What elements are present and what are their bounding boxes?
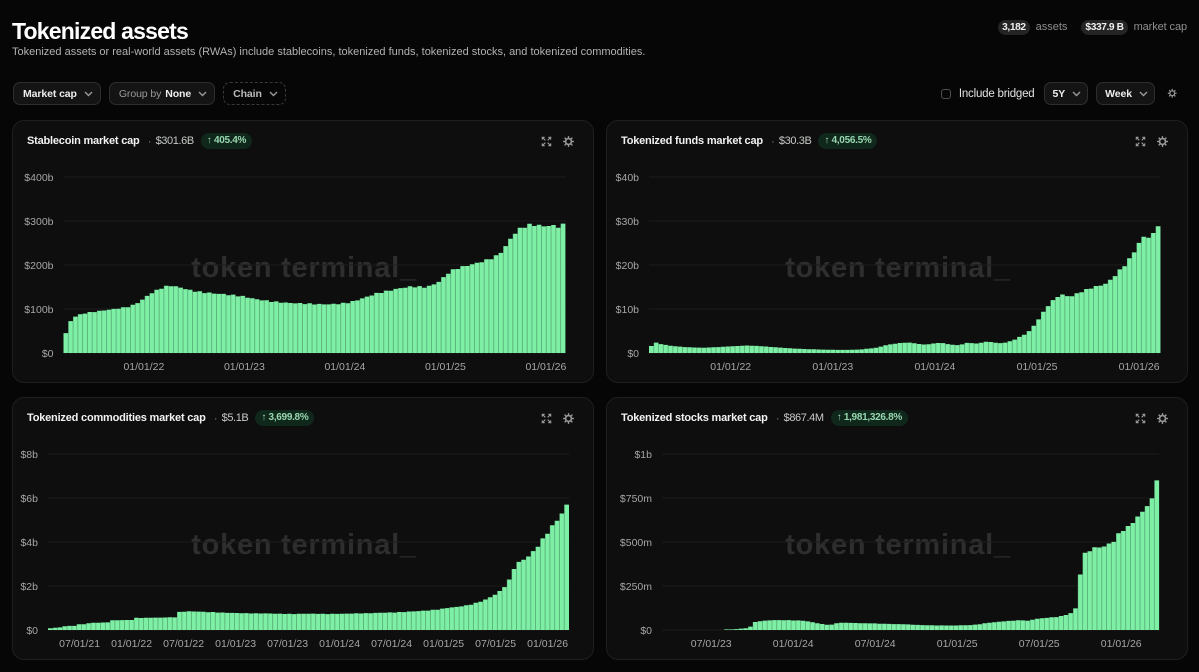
svg-text:$300b: $300b	[24, 216, 53, 228]
svg-text:01/01/26: 01/01/26	[1119, 361, 1160, 373]
svg-text:$250m: $250m	[620, 581, 652, 593]
svg-text:$100b: $100b	[24, 304, 53, 316]
svg-text:token terminal_: token terminal_	[191, 529, 417, 561]
svg-text:token terminal_: token terminal_	[785, 529, 1011, 561]
svg-text:01/01/24: 01/01/24	[319, 638, 360, 650]
svg-text:01/01/25: 01/01/25	[425, 361, 466, 373]
svg-text:$2b: $2b	[20, 581, 38, 593]
svg-text:$4b: $4b	[20, 537, 38, 549]
svg-text:$30b: $30b	[616, 216, 640, 228]
svg-text:$0: $0	[42, 348, 54, 360]
svg-text:01/01/25: 01/01/25	[1017, 361, 1058, 373]
svg-text:$0: $0	[640, 625, 652, 637]
svg-text:$6b: $6b	[20, 493, 38, 505]
svg-text:01/01/23: 01/01/23	[215, 638, 256, 650]
svg-text:01/01/24: 01/01/24	[773, 638, 814, 650]
svg-text:07/01/24: 07/01/24	[371, 638, 412, 650]
svg-text:token terminal_: token terminal_	[785, 252, 1011, 284]
svg-text:07/01/22: 07/01/22	[163, 638, 204, 650]
svg-text:01/01/22: 01/01/22	[123, 361, 164, 373]
svg-text:$8b: $8b	[20, 449, 38, 461]
svg-text:$0: $0	[26, 625, 38, 637]
svg-text:01/01/25: 01/01/25	[423, 638, 464, 650]
svg-text:$10b: $10b	[616, 304, 640, 316]
svg-text:$20b: $20b	[616, 260, 640, 272]
svg-text:01/01/26: 01/01/26	[525, 361, 566, 373]
svg-text:01/01/26: 01/01/26	[527, 638, 568, 650]
svg-text:01/01/25: 01/01/25	[937, 638, 978, 650]
svg-text:$40b: $40b	[616, 172, 640, 184]
svg-text:07/01/25: 07/01/25	[475, 638, 516, 650]
svg-text:$500m: $500m	[620, 537, 652, 549]
svg-text:01/01/23: 01/01/23	[812, 361, 853, 373]
svg-text:$1b: $1b	[634, 449, 652, 461]
svg-text:$750m: $750m	[620, 493, 652, 505]
svg-text:token terminal_: token terminal_	[191, 252, 417, 284]
svg-text:01/01/24: 01/01/24	[914, 361, 955, 373]
svg-text:01/01/23: 01/01/23	[224, 361, 265, 373]
svg-text:07/01/21: 07/01/21	[59, 638, 100, 650]
svg-text:07/01/25: 07/01/25	[1019, 638, 1060, 650]
svg-text:01/01/24: 01/01/24	[324, 361, 365, 373]
svg-text:07/01/23: 07/01/23	[691, 638, 732, 650]
svg-text:01/01/26: 01/01/26	[1101, 638, 1142, 650]
svg-text:07/01/23: 07/01/23	[267, 638, 308, 650]
svg-text:$0: $0	[627, 348, 639, 360]
svg-text:01/01/22: 01/01/22	[710, 361, 751, 373]
svg-text:07/01/24: 07/01/24	[855, 638, 896, 650]
svg-text:$200b: $200b	[24, 260, 53, 272]
svg-text:$400b: $400b	[24, 172, 53, 184]
svg-text:01/01/22: 01/01/22	[111, 638, 152, 650]
